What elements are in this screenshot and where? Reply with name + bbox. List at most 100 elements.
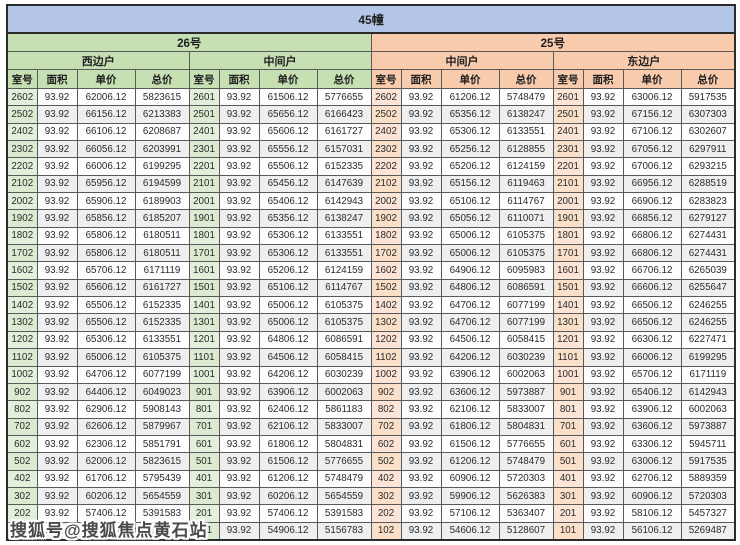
value-cell: 6133551 <box>498 122 554 142</box>
value-cell: 93.92 <box>218 209 260 228</box>
value-cell: 65506.12 <box>76 313 136 332</box>
value-cell: 6283823 <box>680 192 736 211</box>
value-cell: 93.92 <box>582 330 624 350</box>
col-unit-price: 单价 <box>622 69 682 89</box>
room-number-cell: 2502 <box>6 105 38 124</box>
room-number-cell: 1402 <box>370 296 402 315</box>
unit-type-middle-26: 中间户 <box>188 51 372 70</box>
price-table: 45幢 26号 25号 西边户 中间户 中间户 东边户 室号 面积 单价 总价 … <box>6 4 737 541</box>
room-number-cell: 1302 <box>6 313 38 332</box>
value-cell: 61806.12 <box>440 417 500 436</box>
value-cell: 93.92 <box>36 382 78 402</box>
value-cell: 93.92 <box>218 521 260 541</box>
value-cell: 66006.12 <box>76 157 136 176</box>
value-cell: 93.92 <box>218 87 260 107</box>
value-cell: 66506.12 <box>622 313 682 332</box>
room-number-cell: 1401 <box>188 296 220 315</box>
value-cell: 5203743 <box>134 521 190 541</box>
room-number-cell: 1502 <box>370 278 402 298</box>
title-row: 45幢 <box>6 4 736 34</box>
room-number-cell: 2601 <box>188 87 220 107</box>
value-cell: 63006.12 <box>622 87 682 107</box>
value-cell: 67056.12 <box>622 140 682 159</box>
value-cell: 93.92 <box>36 261 78 280</box>
value-cell: 6152335 <box>134 313 190 332</box>
value-cell: 5269487 <box>680 521 736 541</box>
value-cell: 61206.12 <box>440 87 500 107</box>
value-cell: 6002063 <box>680 400 736 419</box>
value-cell: 93.92 <box>400 486 442 506</box>
value-cell: 6049023 <box>134 382 190 402</box>
room-number-cell: 202 <box>370 504 402 523</box>
col-total-price: 总价 <box>680 69 736 89</box>
value-cell: 5720303 <box>680 486 736 506</box>
value-cell: 65506.12 <box>258 157 318 176</box>
room-number-cell: 1902 <box>6 209 38 228</box>
value-cell: 93.92 <box>400 209 442 228</box>
value-cell: 93.92 <box>36 434 78 454</box>
value-cell: 5851791 <box>134 434 190 454</box>
room-number-cell: 2401 <box>552 122 584 142</box>
value-cell: 6114767 <box>316 278 372 298</box>
value-cell: 6002063 <box>498 365 554 384</box>
value-cell: 5748479 <box>316 469 372 488</box>
value-cell: 93.92 <box>218 504 260 523</box>
room-number-cell: 2502 <box>370 105 402 124</box>
room-number-cell: 1901 <box>188 209 220 228</box>
price-table-body: 2602 93.92 62006.12 5823615 2601 93.92 61506.1… <box>6 87 736 541</box>
value-cell: 63606.12 <box>440 382 500 402</box>
value-cell: 93.92 <box>400 330 442 350</box>
value-cell: 6255647 <box>680 278 736 298</box>
value-cell: 93.92 <box>36 313 78 332</box>
value-cell: 93.92 <box>400 87 442 107</box>
value-cell: 6095983 <box>498 261 554 280</box>
unit-type-middle-25: 中间户 <box>370 51 554 70</box>
value-cell: 65006.12 <box>440 226 500 246</box>
value-cell: 93.92 <box>218 382 260 402</box>
value-cell: 93.92 <box>582 209 624 228</box>
room-number-cell: 2101 <box>188 174 220 194</box>
value-cell: 6105375 <box>316 296 372 315</box>
value-cell: 5823615 <box>134 452 190 471</box>
value-cell: 65606.12 <box>258 122 318 142</box>
room-number-cell: 302 <box>6 486 38 506</box>
room-number-cell: 902 <box>370 382 402 402</box>
value-cell: 5391583 <box>316 504 372 523</box>
value-cell: 93.92 <box>400 348 442 367</box>
value-cell: 5945711 <box>680 434 736 454</box>
value-cell: 65956.12 <box>76 174 136 194</box>
value-cell: 64406.12 <box>76 382 136 402</box>
value-cell: 6119463 <box>498 174 554 194</box>
room-number-cell: 2002 <box>370 192 402 211</box>
room-number-cell: 1601 <box>188 261 220 280</box>
value-cell: 5363407 <box>498 504 554 523</box>
value-cell: 61506.12 <box>258 452 318 471</box>
value-cell: 93.92 <box>218 244 260 263</box>
value-cell: 93.92 <box>582 192 624 211</box>
room-number-cell: 1301 <box>188 313 220 332</box>
room-number-cell: 1001 <box>552 365 584 384</box>
room-number-cell: 1502 <box>6 278 38 298</box>
value-cell: 5833007 <box>316 417 372 436</box>
value-cell: 6199295 <box>680 348 736 367</box>
value-cell: 6147639 <box>316 174 372 194</box>
room-number-cell: 1201 <box>552 330 584 350</box>
value-cell: 5823615 <box>134 87 190 107</box>
room-number-cell: 2601 <box>552 87 584 107</box>
room-number-cell: 2201 <box>552 157 584 176</box>
value-cell: 65106.12 <box>440 192 500 211</box>
value-cell: 61206.12 <box>258 469 318 488</box>
value-cell: 6077199 <box>498 313 554 332</box>
value-cell: 66706.12 <box>622 261 682 280</box>
value-cell: 93.92 <box>400 105 442 124</box>
value-cell: 93.92 <box>218 452 260 471</box>
section-26-header: 26号 <box>6 32 372 52</box>
table-row: 102 93.92 55406.12 5203743 101 93.92 54906.12 5… <box>6 521 736 541</box>
value-cell: 57106.12 <box>440 504 500 523</box>
col-area: 面积 <box>400 69 442 89</box>
value-cell: 60906.12 <box>622 486 682 506</box>
value-cell: 93.92 <box>218 122 260 142</box>
table-row: 1702 93.92 65806.12 6180511 1701 93.92 65306.1… <box>6 244 736 263</box>
room-number-cell: 1202 <box>6 330 38 350</box>
value-cell: 61506.12 <box>440 434 500 454</box>
